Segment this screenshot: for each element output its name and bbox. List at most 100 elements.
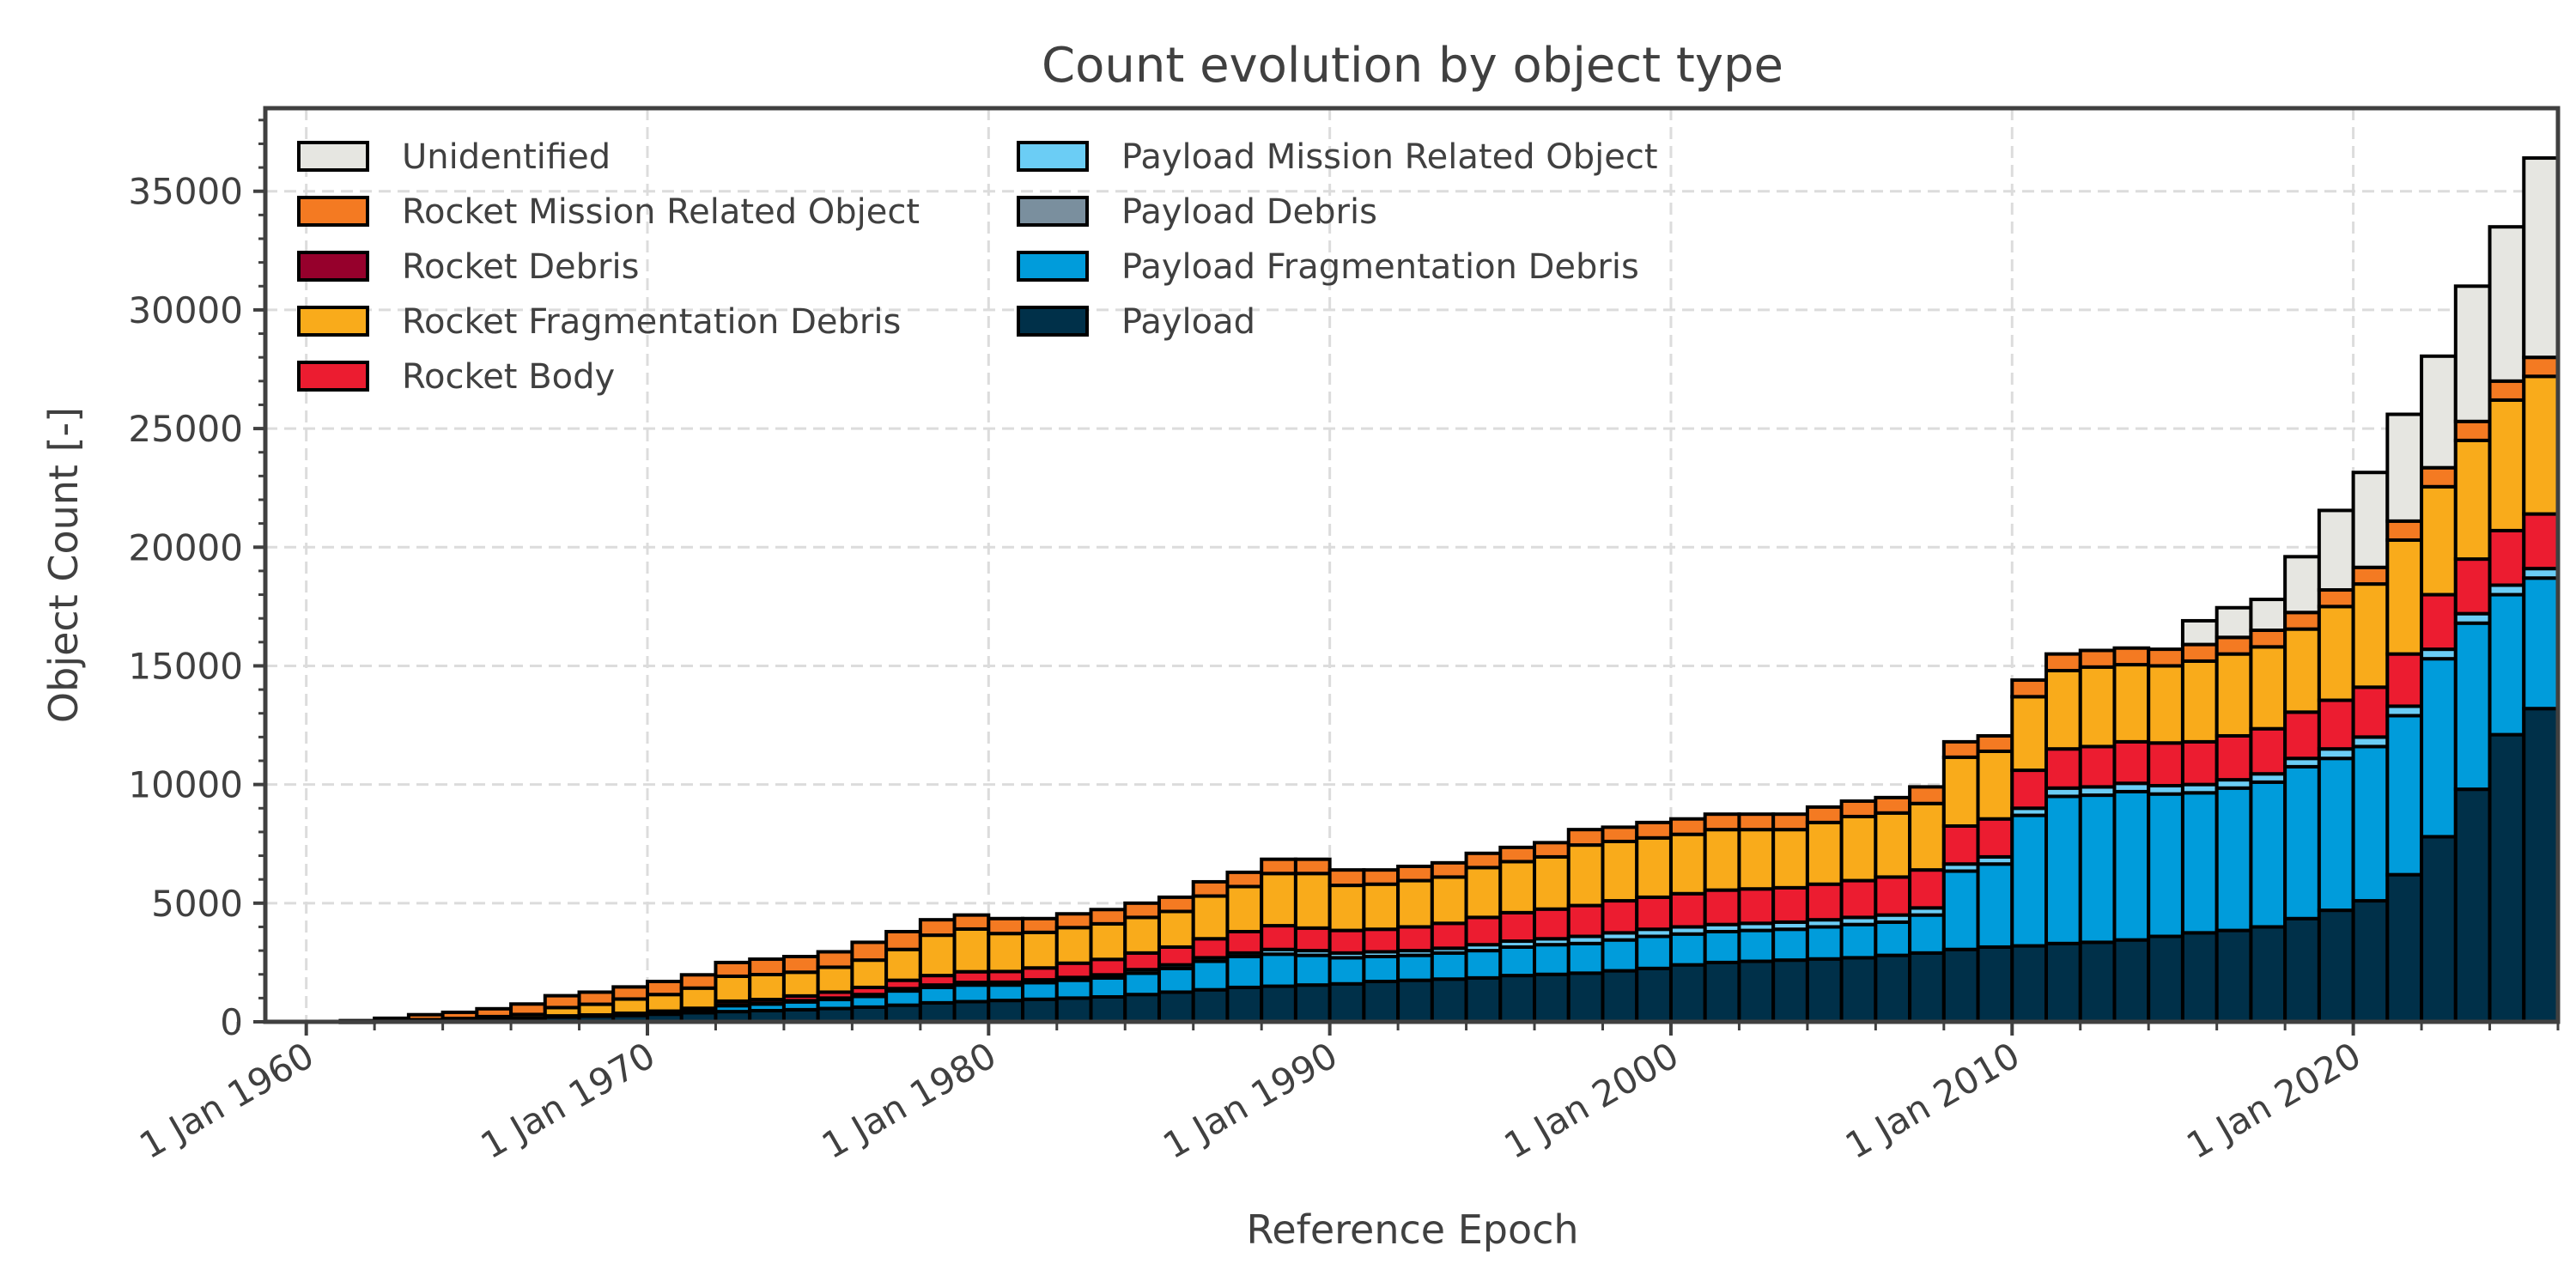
legend-label: Rocket Body (402, 357, 615, 397)
bar-segment (1771, 828, 1809, 890)
bar-segment (2010, 944, 2049, 1024)
bar-segment (2420, 484, 2458, 597)
bar-segment (1464, 975, 1503, 1024)
bar-segment (2283, 916, 2321, 1024)
bar-segment (1293, 953, 1332, 987)
bar-segment (1327, 884, 1366, 933)
bar-segment (2420, 354, 2458, 470)
bar-segment (1533, 907, 1571, 941)
bar-segment (1533, 972, 1571, 1024)
bar-segment (2215, 652, 2253, 738)
bar-segment (918, 985, 957, 1005)
y-tick-label: 25000 (128, 408, 243, 450)
bar-segment (1566, 941, 1605, 975)
bar-segment (1601, 825, 1639, 843)
bar-segment (2488, 379, 2526, 402)
bar-segment (987, 999, 1025, 1024)
bar-segment (1191, 879, 1230, 898)
bar-segment (850, 940, 889, 963)
bar-segment (2488, 732, 2526, 1024)
bar-segment (1533, 841, 1571, 859)
bar-segment (2420, 835, 2458, 1024)
bar-segment (2078, 648, 2117, 669)
bar-segment (1737, 887, 1776, 926)
bar-segment (1737, 812, 1776, 832)
bar-segment (781, 970, 820, 998)
bar-segment (1976, 749, 2014, 821)
bar-segment (2453, 787, 2492, 1024)
bar-segment (2283, 555, 2321, 615)
x-tick-label: 1 Jan 1980 (815, 1034, 1003, 1167)
bar-segment (1703, 812, 1741, 832)
bar-segment (1635, 966, 1673, 1024)
bar-segment (2010, 678, 2049, 699)
legend: Unidentified Rocket Mission Related Objec… (297, 137, 1658, 397)
bar-segment (1737, 959, 1776, 1024)
bar-segment (1498, 860, 1537, 914)
bar-segment (1225, 955, 1264, 989)
bar-segment (2317, 605, 2355, 702)
legend-label: Payload Mission Related Object (1121, 137, 1658, 177)
bar-segment (2112, 739, 2151, 786)
legend-swatch (1017, 251, 1089, 282)
bar-segment (2078, 793, 2117, 945)
bar-segment (2112, 663, 2151, 744)
bar-segment (952, 913, 991, 931)
bar-segment (1771, 927, 1809, 963)
bar-segment (1908, 951, 1946, 1024)
chart-title: Count evolution by object type (1041, 38, 1784, 94)
bar-segment (1293, 872, 1332, 930)
bar-segment (1123, 901, 1161, 920)
bar-segment (1668, 832, 1707, 896)
bar-segment (2215, 786, 2253, 933)
bar-segment (2044, 668, 2082, 751)
bar-segment (509, 1002, 547, 1017)
bar-segment (884, 947, 922, 982)
bar-segment (2488, 225, 2526, 383)
bar-segment (1839, 799, 1878, 818)
bar-segment (1430, 921, 1468, 951)
bar-segment (2112, 646, 2151, 667)
bar-segment (2044, 794, 2082, 945)
bar-segment (1191, 937, 1230, 960)
bar-segment (1089, 921, 1127, 962)
bar-segment (2215, 928, 2253, 1024)
bar-segment (2215, 605, 2253, 640)
bar-segment (1396, 878, 1434, 929)
x-axis: 1 Jan 1960 1 Jan 1970 1 Jan 1980 1 Jan 1990… (132, 1022, 2560, 1167)
stacked-bars (338, 156, 2560, 1024)
legend-swatch (297, 196, 369, 227)
bar-segment (1327, 928, 1366, 955)
bar-segment (1566, 843, 1605, 908)
y-tick-label: 20000 (128, 526, 243, 568)
y-tick-label: 30000 (128, 289, 243, 331)
bar-segment (1021, 930, 1059, 970)
bar-segment (2522, 512, 2560, 571)
bar-segment (2488, 528, 2526, 587)
bar-segment (1327, 981, 1366, 1024)
bar-segment (2488, 592, 2526, 737)
legend-swatch (1017, 196, 1089, 227)
bar-segment (1805, 957, 1844, 1024)
bar-segment (475, 1006, 513, 1018)
bar-segment (987, 916, 1025, 936)
bar-segment (1089, 908, 1127, 926)
bar-segment (850, 958, 889, 989)
bar-segment (1191, 987, 1230, 1024)
bar-segment (2147, 934, 2184, 1024)
bar-segment (1805, 925, 1844, 961)
bar-segment (1566, 828, 1605, 848)
bar-segment (2317, 588, 2355, 609)
bar-segment (1191, 894, 1230, 941)
bar-segment (2522, 576, 2560, 711)
bar-segment (1635, 895, 1673, 932)
legend-swatch (1017, 141, 1089, 172)
bar-segment (1054, 926, 1093, 965)
bar-segment (1703, 888, 1741, 927)
bar-segment (611, 997, 650, 1016)
y-axis: 0 5000 10000 15000 20000 25000 30000 35000 (128, 118, 265, 1043)
x-tick-label: 1 Jan 2010 (1838, 1034, 2026, 1167)
bar-segment (1635, 835, 1673, 899)
bar-segment (611, 985, 650, 1001)
